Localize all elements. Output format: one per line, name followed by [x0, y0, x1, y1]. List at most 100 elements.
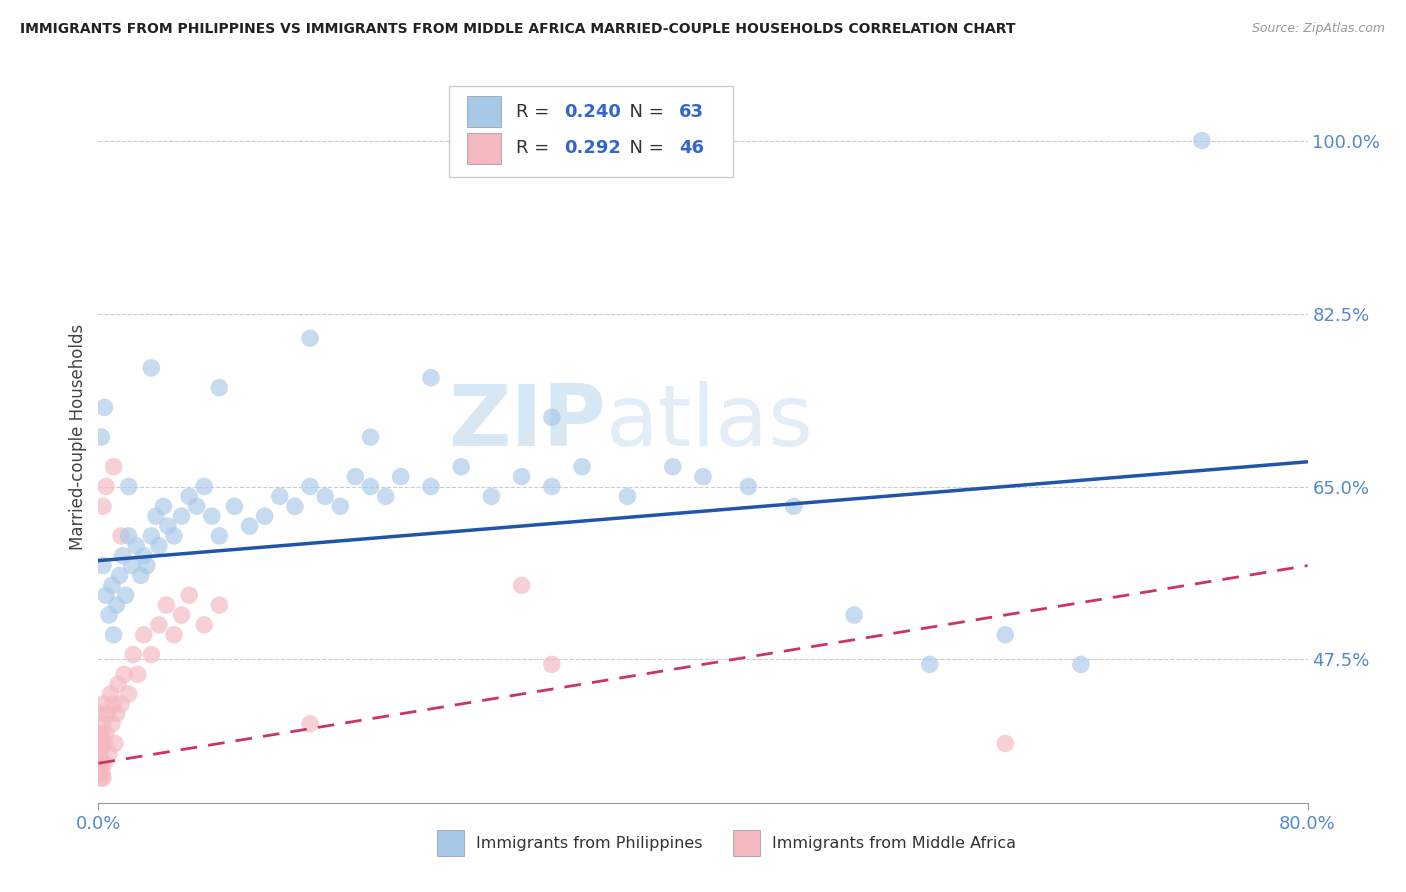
- Point: [186, 500, 208, 514]
- Point: [96, 706, 118, 721]
- Point: [89, 747, 111, 761]
- Point: [344, 469, 367, 483]
- Point: [103, 459, 125, 474]
- Point: [208, 381, 231, 395]
- Bar: [437, 830, 464, 856]
- Point: [91, 500, 114, 514]
- Point: [1191, 134, 1213, 148]
- Point: [450, 459, 472, 474]
- Point: [201, 509, 224, 524]
- Point: [994, 737, 1017, 751]
- Point: [329, 500, 352, 514]
- Point: [104, 737, 127, 751]
- Point: [91, 716, 114, 731]
- Point: [101, 716, 124, 731]
- Point: [141, 648, 163, 662]
- Point: [374, 489, 396, 503]
- Point: [110, 529, 132, 543]
- Point: [118, 687, 141, 701]
- Point: [110, 697, 132, 711]
- Point: [93, 737, 115, 751]
- Text: 0.292: 0.292: [564, 139, 621, 157]
- Point: [122, 648, 145, 662]
- Point: [299, 479, 322, 493]
- Point: [93, 401, 115, 415]
- Point: [155, 598, 177, 612]
- Point: [129, 568, 152, 582]
- Text: 63: 63: [679, 103, 704, 120]
- Point: [540, 657, 562, 672]
- Point: [299, 716, 322, 731]
- Point: [661, 459, 683, 474]
- Point: [114, 588, 136, 602]
- Point: [94, 726, 117, 740]
- Point: [163, 628, 186, 642]
- Point: [107, 677, 129, 691]
- Point: [132, 628, 155, 642]
- Point: [844, 607, 866, 622]
- Point: [170, 509, 193, 524]
- Point: [101, 578, 124, 592]
- Point: [299, 331, 322, 345]
- Point: [103, 697, 125, 711]
- Point: [91, 771, 114, 785]
- Point: [90, 756, 112, 771]
- Point: [737, 479, 759, 493]
- Text: N =: N =: [619, 139, 669, 157]
- Point: [314, 489, 336, 503]
- Point: [91, 558, 114, 573]
- Text: Immigrants from Middle Africa: Immigrants from Middle Africa: [772, 836, 1017, 851]
- Point: [90, 726, 112, 740]
- Point: [105, 706, 128, 721]
- Point: [127, 667, 149, 681]
- Point: [360, 479, 382, 493]
- Point: [783, 500, 806, 514]
- Text: R =: R =: [516, 103, 554, 120]
- Text: 0.240: 0.240: [564, 103, 621, 120]
- Point: [152, 500, 174, 514]
- Point: [118, 529, 141, 543]
- Point: [89, 761, 111, 775]
- Point: [253, 509, 276, 524]
- Point: [94, 479, 117, 493]
- Text: atlas: atlas: [606, 381, 814, 464]
- Point: [420, 479, 443, 493]
- Point: [918, 657, 941, 672]
- Point: [540, 410, 562, 425]
- Point: [224, 500, 246, 514]
- Point: [93, 756, 115, 771]
- Point: [145, 509, 167, 524]
- Point: [91, 737, 114, 751]
- Point: [98, 607, 121, 622]
- Text: IMMIGRANTS FROM PHILIPPINES VS IMMIGRANTS FROM MIDDLE AFRICA MARRIED-COUPLE HOUS: IMMIGRANTS FROM PHILIPPINES VS IMMIGRANT…: [20, 22, 1015, 37]
- Text: Source: ZipAtlas.com: Source: ZipAtlas.com: [1251, 22, 1385, 36]
- Point: [103, 628, 125, 642]
- Point: [208, 529, 231, 543]
- Point: [100, 687, 122, 701]
- Point: [193, 618, 215, 632]
- Point: [994, 628, 1017, 642]
- Point: [148, 618, 170, 632]
- Point: [616, 489, 638, 503]
- Point: [193, 479, 215, 493]
- FancyBboxPatch shape: [449, 86, 734, 178]
- Point: [571, 459, 593, 474]
- Point: [540, 479, 562, 493]
- Point: [125, 539, 148, 553]
- Point: [170, 607, 193, 622]
- Point: [420, 371, 443, 385]
- Point: [90, 741, 112, 756]
- Text: ZIP: ZIP: [449, 381, 606, 464]
- Y-axis label: Married-couple Households: Married-couple Households: [69, 324, 87, 550]
- Point: [108, 568, 131, 582]
- Point: [269, 489, 291, 503]
- Point: [118, 479, 141, 493]
- Point: [90, 771, 112, 785]
- Point: [692, 469, 714, 483]
- Text: N =: N =: [619, 103, 669, 120]
- Bar: [467, 133, 501, 163]
- Point: [389, 469, 412, 483]
- Point: [91, 766, 114, 780]
- Point: [481, 489, 503, 503]
- Point: [141, 529, 163, 543]
